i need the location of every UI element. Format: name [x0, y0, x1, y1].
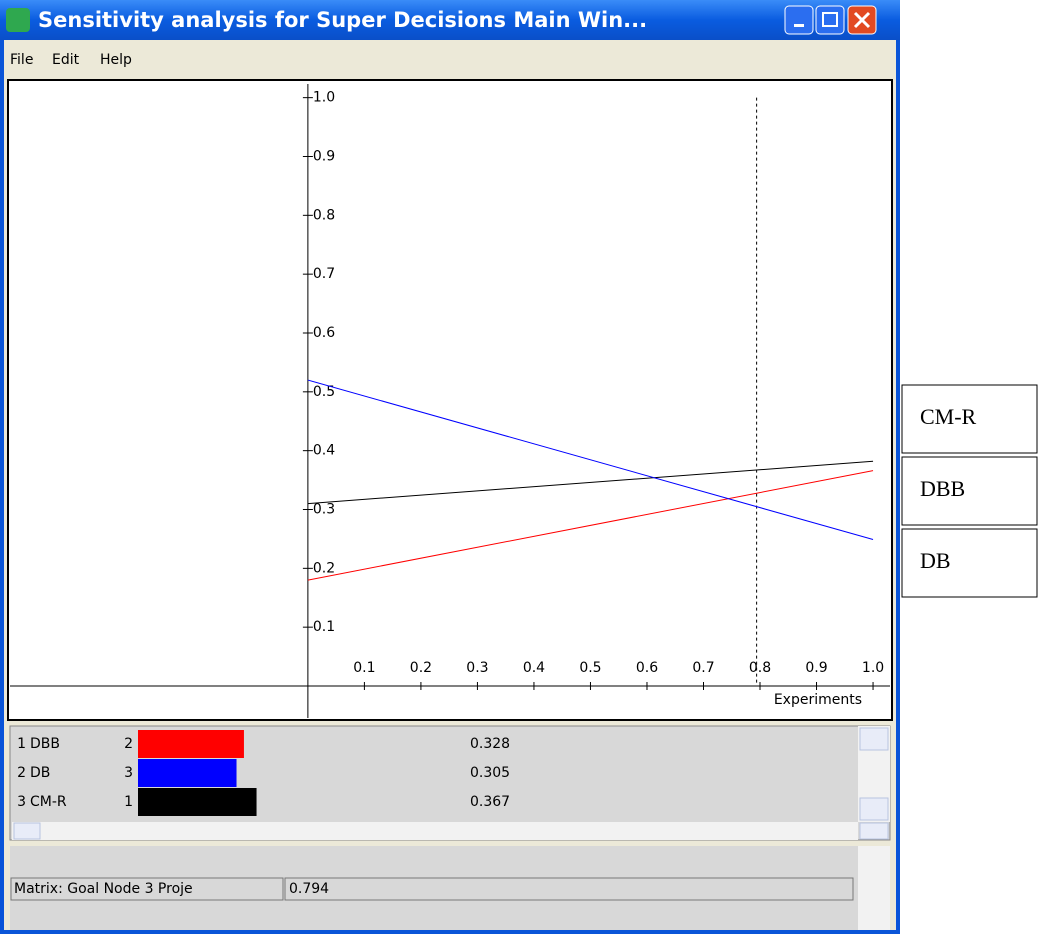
app-icon	[6, 8, 30, 32]
maximize-icon	[822, 12, 838, 27]
x-tick-label: 0.1	[353, 660, 375, 676]
row-name: DB	[30, 765, 50, 781]
legend-box	[901, 456, 1038, 526]
series-line	[307, 470, 874, 581]
row-value: 0.305	[470, 765, 510, 781]
chart: 0.1 0.2 0.3 0.4 0.5 0.6 0.7 0.8 0.9 1.0 0.1 0.2 0.3 0…	[10, 84, 890, 718]
series-line	[307, 460, 874, 505]
y-tick-label: 0.1	[313, 619, 335, 635]
status-label-field	[10, 877, 284, 901]
y-tick-label: 0.5	[313, 384, 335, 400]
y-tick-label: 0.9	[313, 148, 335, 164]
row-bar	[138, 730, 244, 758]
maximize-button[interactable]	[815, 5, 845, 35]
x-tick-label: 0.3	[466, 660, 488, 676]
status-scrollbar[interactable]	[858, 846, 890, 930]
row-value: 0.367	[470, 794, 510, 810]
y-tick-label: 0.8	[313, 207, 335, 223]
row-name: CM-R	[30, 794, 67, 810]
scroll-left[interactable]	[13, 822, 41, 840]
row-bar	[138, 788, 257, 816]
row-index: 1	[124, 794, 133, 810]
row-index: 3	[124, 765, 133, 781]
status-value: 0.794	[289, 881, 329, 897]
row-name: DBB	[30, 736, 60, 752]
legend-box	[901, 528, 1038, 598]
x-tick-label: 0.8	[749, 660, 771, 676]
series-line	[307, 379, 874, 540]
minimize-icon	[794, 24, 804, 27]
y-tick-label: 0.4	[313, 443, 335, 459]
x-tick-label: 0.5	[579, 660, 601, 676]
status-label: Matrix: Goal Node 3 Proje	[14, 881, 193, 897]
minimize-button[interactable]	[784, 5, 814, 35]
legend: CM-R DBB DB	[901, 384, 1038, 598]
legend-label: DB	[920, 548, 951, 573]
row-value: 0.328	[470, 736, 510, 752]
row-rank: 1	[17, 736, 26, 752]
close-icon	[853, 11, 871, 29]
y-tick-label: 0.2	[313, 560, 335, 576]
title-bar	[0, 0, 900, 40]
chart-panel	[7, 79, 893, 721]
legend-box	[901, 384, 1038, 454]
row-rank: 2	[17, 765, 26, 781]
x-tick-label: 0.9	[805, 660, 827, 676]
y-tick-label: 0.7	[313, 266, 335, 282]
row-index: 2	[124, 736, 133, 752]
x-tick-label: 0.7	[692, 660, 714, 676]
y-tick-label: 1.0	[313, 90, 335, 106]
row-rank: 3	[17, 794, 26, 810]
x-tick-label: 0.4	[523, 660, 545, 676]
y-tick-label: 0.3	[313, 501, 335, 517]
x-tick-label: 0.2	[410, 660, 432, 676]
window-title: Sensitivity analysis for Super Decisions…	[38, 8, 647, 32]
legend-label: DBB	[920, 476, 965, 501]
legend-label: CM-R	[920, 404, 977, 429]
x-axis-label: Experiments	[774, 692, 862, 708]
row-bar	[138, 759, 237, 787]
y-tick-label: 0.6	[313, 325, 335, 341]
menu-help[interactable]: Help	[100, 52, 132, 68]
scroll-down[interactable]	[859, 797, 889, 821]
menu-file[interactable]: File	[10, 52, 33, 68]
status-value-field[interactable]	[284, 877, 854, 901]
x-tick-label: 1.0	[862, 660, 884, 676]
scroll-right[interactable]	[859, 822, 889, 840]
scroll-up[interactable]	[859, 727, 889, 751]
menu-edit[interactable]: Edit	[52, 52, 80, 68]
x-tick-label: 0.6	[636, 660, 658, 676]
h-scrollbar[interactable]	[12, 822, 858, 840]
